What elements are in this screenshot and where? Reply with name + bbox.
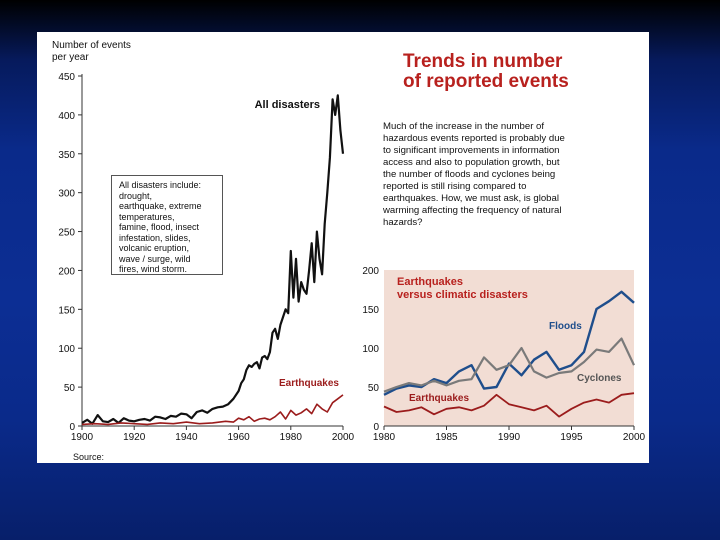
y-axis-label: per year	[52, 52, 89, 63]
note-line: temperatures,	[119, 211, 175, 222]
note-line: infestation, slides,	[119, 232, 191, 243]
inset-series-label-floods: Floods	[549, 321, 582, 332]
series-label-all-disasters: All disasters	[255, 99, 320, 111]
y-tick-label: 0	[69, 422, 75, 433]
inset-x-tick-label: 1985	[435, 432, 458, 443]
paragraph-line: hazards?	[383, 217, 423, 228]
y-axis-label: Number of events	[52, 40, 131, 51]
inset-y-tick-label: 0	[373, 422, 379, 433]
x-tick-label: 2000	[332, 432, 355, 443]
series-line-all-disasters	[81, 94, 345, 425]
note-line: drought,	[119, 190, 153, 201]
headline-line: Trends in number	[403, 51, 563, 72]
inset-y-tick-label: 100	[362, 344, 379, 355]
inset-title: Earthquakes	[397, 276, 463, 288]
headline: Trends in number of reported events	[403, 52, 569, 92]
note-line: fires, wind storm.	[119, 264, 188, 274]
paragraph-line: the number of floods and cyclones being	[383, 169, 556, 180]
note-line: wave / surge, wild	[119, 253, 191, 264]
paragraph-line: Much of the increase in the number of	[383, 121, 545, 132]
y-tick-label: 400	[58, 111, 75, 122]
explanatory-paragraph: Much of the increase in the number of ha…	[383, 121, 623, 229]
y-tick-label: 350	[58, 150, 75, 161]
paragraph-line: access and also to population growth, bu…	[383, 157, 560, 168]
x-tick-label: 1960	[227, 432, 250, 443]
series-label-earthquakes: Earthquakes	[279, 378, 339, 389]
inset-y-tick-label: 50	[368, 383, 380, 394]
note-line: volcanic eruption,	[119, 243, 190, 253]
inset-title: versus climatic disasters	[397, 289, 528, 301]
note-line: famine, flood, insect	[119, 222, 200, 232]
x-tick-label: 1920	[123, 432, 146, 443]
disaster-types-note: All disasters include: drought, earthqua…	[111, 175, 223, 275]
paragraph-line: earthquakes. How, we must ask, is global	[383, 193, 559, 204]
paragraph-line: warming affecting the frequency of natur…	[383, 205, 562, 216]
y-tick-label: 150	[58, 305, 75, 316]
y-tick-label: 450	[58, 72, 75, 83]
x-tick-label: 1980	[280, 432, 303, 443]
y-tick-label: 250	[58, 228, 75, 239]
inset-y-tick-label: 150	[362, 305, 379, 316]
y-tick-label: 100	[58, 344, 75, 355]
y-tick-label: 200	[58, 266, 75, 277]
inset-x-tick-label: 1980	[373, 432, 396, 443]
paragraph-line: reported is still rising compared to	[383, 181, 527, 192]
source-label: Source:	[73, 452, 104, 462]
y-tick-label: 50	[64, 383, 76, 394]
inset-y-tick-label: 200	[362, 266, 379, 277]
inset-series-label-cyclones: Cyclones	[577, 373, 622, 384]
series-line-earthquakes	[81, 394, 344, 426]
inset-series-label-earthquakes: Earthquakes	[409, 393, 469, 404]
paragraph-line: to significant improvements in informati…	[383, 145, 560, 156]
inset-series-line-cyclones	[383, 337, 635, 393]
inset-chart: 0 50 100 150 200 1980 1985 1990 1995 2000 Earthqua…	[362, 266, 645, 443]
inset-series-line-earthquakes	[383, 392, 635, 418]
note-line: earthquake, extreme	[119, 201, 202, 211]
headline-line: of reported events	[403, 71, 569, 92]
inset-x-tick-label: 1990	[498, 432, 521, 443]
figure-panel: Number of events per year 0 50 100 150 200 250 3…	[37, 32, 649, 463]
inset-x-tick-label: 2000	[623, 432, 646, 443]
x-tick-label: 1940	[175, 432, 198, 443]
note-line: All disasters include:	[119, 180, 202, 190]
inset-x-tick-label: 1995	[560, 432, 583, 443]
y-tick-label: 300	[58, 189, 75, 200]
paragraph-line: hazardous events reported is probably du…	[383, 133, 565, 144]
x-tick-label: 1900	[71, 432, 94, 443]
